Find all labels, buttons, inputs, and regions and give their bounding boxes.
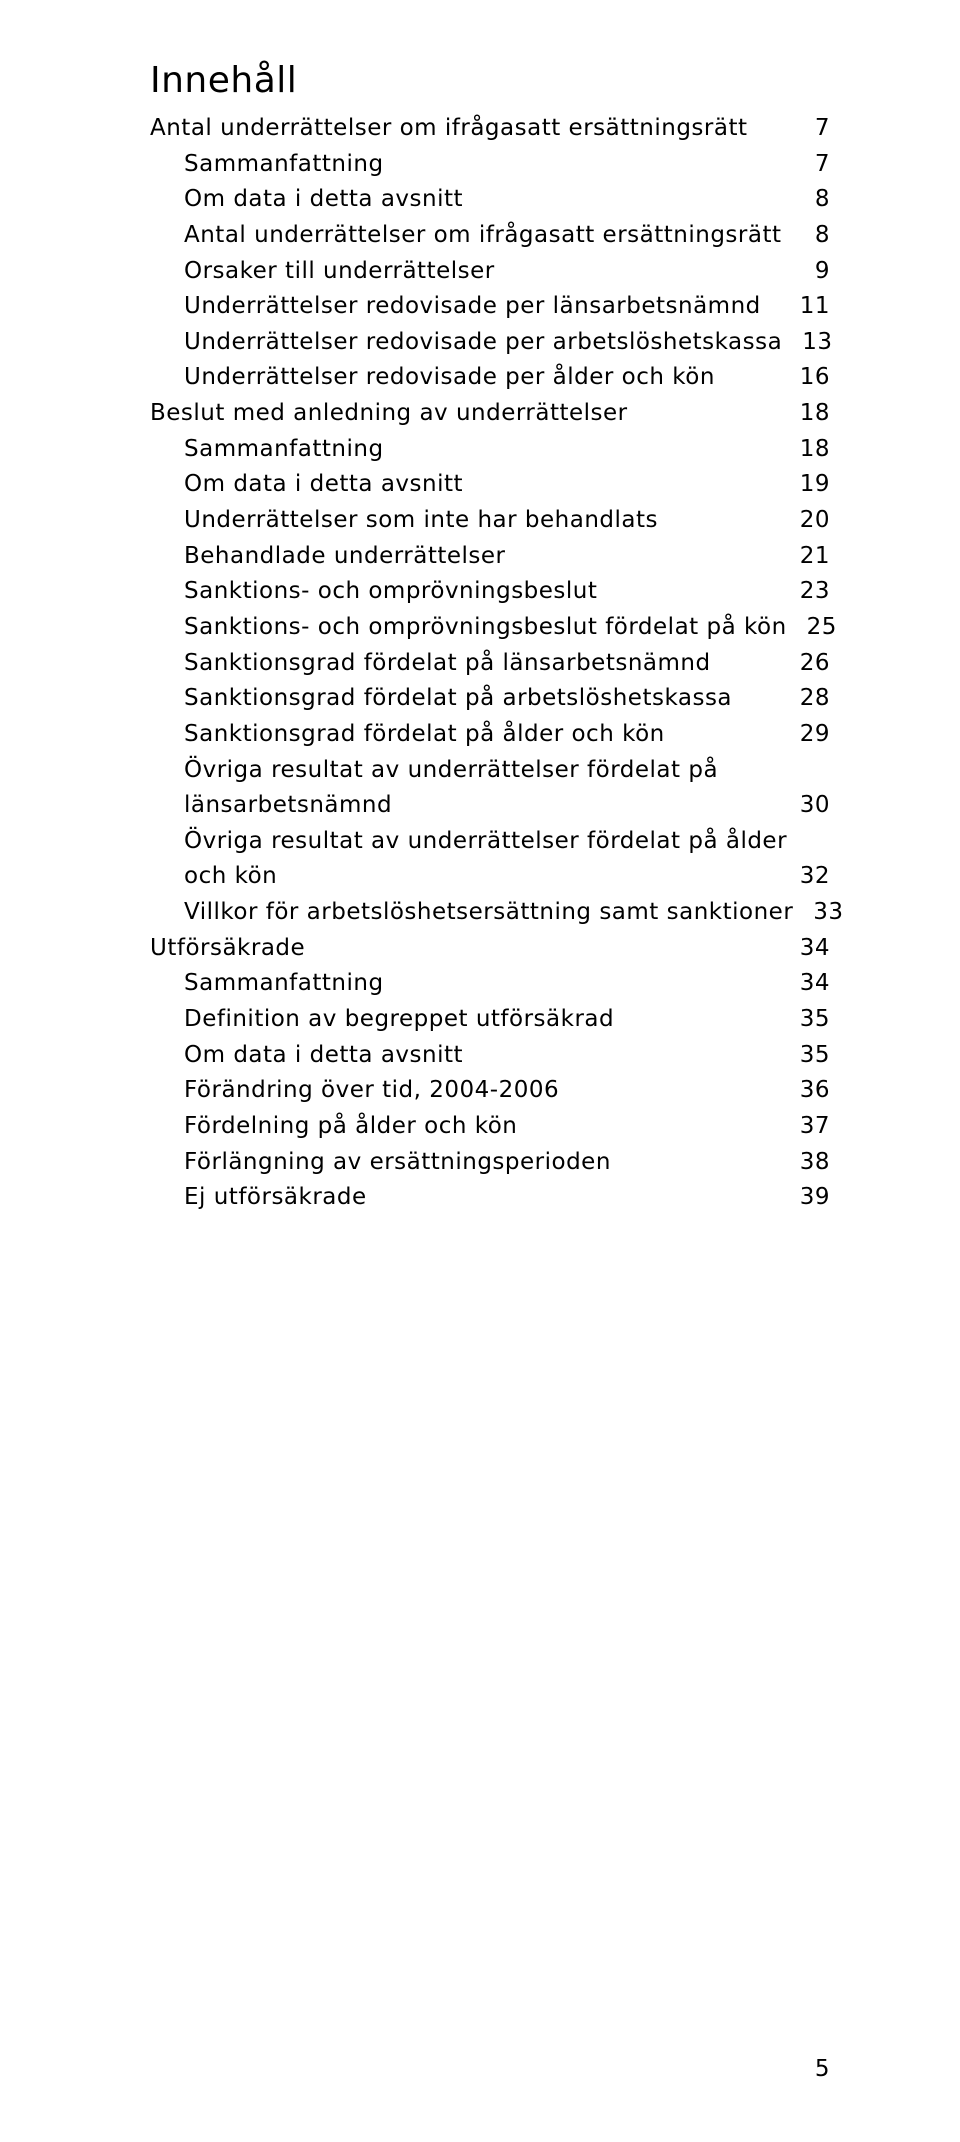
toc-entry: Antal underrättelser om ifrågasatt ersät… — [150, 111, 830, 147]
toc-entry-page: 29 — [794, 717, 830, 753]
toc-entry-label: Sanktions- och omprövningsbeslut fördela… — [184, 610, 787, 646]
toc-entry-label: Övriga resultat av underrättelser fördel… — [184, 824, 787, 860]
toc-entry: Förlängning av ersättningsperioden 38 — [150, 1145, 830, 1181]
toc-entry-page: 36 — [794, 1073, 830, 1109]
toc-entry: Sanktions- och omprövningsbeslut fördela… — [150, 610, 830, 646]
toc-entry: Övriga resultat av underrättelser fördel… — [150, 824, 830, 895]
toc-title: Innehåll — [150, 60, 830, 101]
toc-entry-label: Behandlade underrättelser — [184, 539, 506, 575]
toc-entry-label: och kön — [184, 859, 277, 895]
toc-entry-label: Sammanfattning — [184, 432, 384, 468]
toc-entry-page: 28 — [794, 681, 830, 717]
toc-entry-label: Om data i detta avsnitt — [184, 182, 463, 218]
toc-entry-label: Beslut med anledning av underrättelser — [150, 396, 628, 432]
toc-entry-page: 37 — [794, 1109, 830, 1145]
toc-entry-page: 16 — [794, 360, 830, 396]
toc-entry-label: Förlängning av ersättningsperioden — [184, 1145, 611, 1181]
toc-entry: Behandlade underrättelser 21 — [150, 539, 830, 575]
toc-entry: Fördelning på ålder och kön 37 — [150, 1109, 830, 1145]
toc-entry-label: Sanktions- och omprövningsbeslut — [184, 574, 597, 610]
toc-entry-label: Sanktionsgrad fördelat på ålder och kön — [184, 717, 665, 753]
toc-entry-label: Sammanfattning — [184, 966, 384, 1002]
toc-entry: Orsaker till underrättelser 9 — [150, 254, 830, 290]
toc-entry-label: Villkor för arbetslöshetsersättning samt… — [184, 895, 793, 931]
toc-entry: Övriga resultat av underrättelser fördel… — [150, 753, 830, 824]
toc-entry-page: 23 — [794, 574, 830, 610]
toc-entry: Sammanfattning 18 — [150, 432, 830, 468]
toc-entry-page: 18 — [794, 432, 830, 468]
toc-entry-page: 33 — [807, 895, 843, 931]
toc-entry-page: 9 — [809, 254, 830, 290]
toc-entry-label: Fördelning på ålder och kön — [184, 1109, 517, 1145]
toc-entry-page: 39 — [794, 1180, 830, 1216]
toc-entry-page: 11 — [794, 289, 830, 325]
toc-entry-page: 19 — [794, 467, 830, 503]
toc-entry: Sanktionsgrad fördelat på arbetslöshetsk… — [150, 681, 830, 717]
document-page: Innehåll Antal underrättelser om ifrågas… — [0, 0, 960, 2142]
toc-entry-label: Utförsäkrade — [150, 931, 305, 967]
toc-entry-label: Om data i detta avsnitt — [184, 1038, 463, 1074]
toc-entry-label: Sanktionsgrad fördelat på arbetslöshetsk… — [184, 681, 732, 717]
toc-entry: Sanktionsgrad fördelat på ålder och kön 2… — [150, 717, 830, 753]
toc-entry: Antal underrättelser om ifrågasatt ersät… — [150, 218, 830, 254]
toc-entry: Ej utförsäkrade 39 — [150, 1180, 830, 1216]
toc-entry-label: Underrättelser redovisade per ålder och … — [184, 360, 715, 396]
toc-entry-page: 38 — [794, 1145, 830, 1181]
table-of-contents: Antal underrättelser om ifrågasatt ersät… — [150, 111, 830, 1216]
toc-entry: Underrättelser redovisade per länsarbets… — [150, 289, 830, 325]
toc-entry-page: 34 — [794, 966, 830, 1002]
toc-entry: Om data i detta avsnitt 35 — [150, 1038, 830, 1074]
toc-entry: Utförsäkrade 34 — [150, 931, 830, 967]
toc-entry-page: 8 — [809, 218, 830, 254]
toc-entry-label: Förändring över tid, 2004-2006 — [184, 1073, 559, 1109]
toc-entry-page: 18 — [794, 396, 830, 432]
toc-entry-page: 34 — [794, 931, 830, 967]
toc-entry: Definition av begreppet utförsäkrad 35 — [150, 1002, 830, 1038]
toc-entry-label: Underrättelser som inte har behandlats — [184, 503, 658, 539]
toc-entry: Sanktions- och omprövningsbeslut 23 — [150, 574, 830, 610]
toc-entry-label: Sammanfattning — [184, 147, 384, 183]
toc-entry: Underrättelser redovisade per arbetslösh… — [150, 325, 830, 361]
toc-entry: Underrättelser redovisade per ålder och … — [150, 360, 830, 396]
toc-entry-label: länsarbetsnämnd — [184, 788, 392, 824]
toc-entry-label: Sanktionsgrad fördelat på länsarbetsnämn… — [184, 646, 711, 682]
toc-entry-page: 32 — [794, 859, 830, 895]
toc-entry-page: 13 — [796, 325, 832, 361]
toc-entry-page: 35 — [794, 1002, 830, 1038]
toc-entry: Underrättelser som inte har behandlats 20 — [150, 503, 830, 539]
toc-entry-page: 26 — [794, 646, 830, 682]
toc-entry-page: 7 — [809, 147, 830, 183]
toc-entry: Om data i detta avsnitt 19 — [150, 467, 830, 503]
toc-entry-label: Om data i detta avsnitt — [184, 467, 463, 503]
toc-entry-label: Underrättelser redovisade per arbetslösh… — [184, 325, 782, 361]
toc-entry-page: 21 — [794, 539, 830, 575]
toc-entry: Om data i detta avsnitt 8 — [150, 182, 830, 218]
toc-entry-label: Ej utförsäkrade — [184, 1180, 367, 1216]
toc-entry-label: Definition av begreppet utförsäkrad — [184, 1002, 614, 1038]
toc-entry-label: Antal underrättelser om ifrågasatt ersät… — [150, 111, 747, 147]
toc-entry: Beslut med anledning av underrättelser 18 — [150, 396, 830, 432]
toc-entry-page: 25 — [801, 610, 837, 646]
toc-entry: Sammanfattning 7 — [150, 147, 830, 183]
toc-entry-label: Antal underrättelser om ifrågasatt ersät… — [184, 218, 781, 254]
toc-entry-label: Underrättelser redovisade per länsarbets… — [184, 289, 761, 325]
page-number: 5 — [815, 2056, 830, 2082]
toc-entry: Förändring över tid, 2004-2006 36 — [150, 1073, 830, 1109]
toc-entry-label: Orsaker till underrättelser — [184, 254, 495, 290]
toc-entry-page: 35 — [794, 1038, 830, 1074]
toc-entry-page: 20 — [794, 503, 830, 539]
toc-entry: Sammanfattning 34 — [150, 966, 830, 1002]
toc-entry-label: Övriga resultat av underrättelser fördel… — [184, 753, 718, 789]
toc-entry-page: 30 — [794, 788, 830, 824]
toc-entry: Villkor för arbetslöshetsersättning samt… — [150, 895, 830, 931]
toc-entry: Sanktionsgrad fördelat på länsarbetsnämn… — [150, 646, 830, 682]
toc-entry-page: 8 — [809, 182, 830, 218]
toc-entry-page: 7 — [809, 111, 830, 147]
